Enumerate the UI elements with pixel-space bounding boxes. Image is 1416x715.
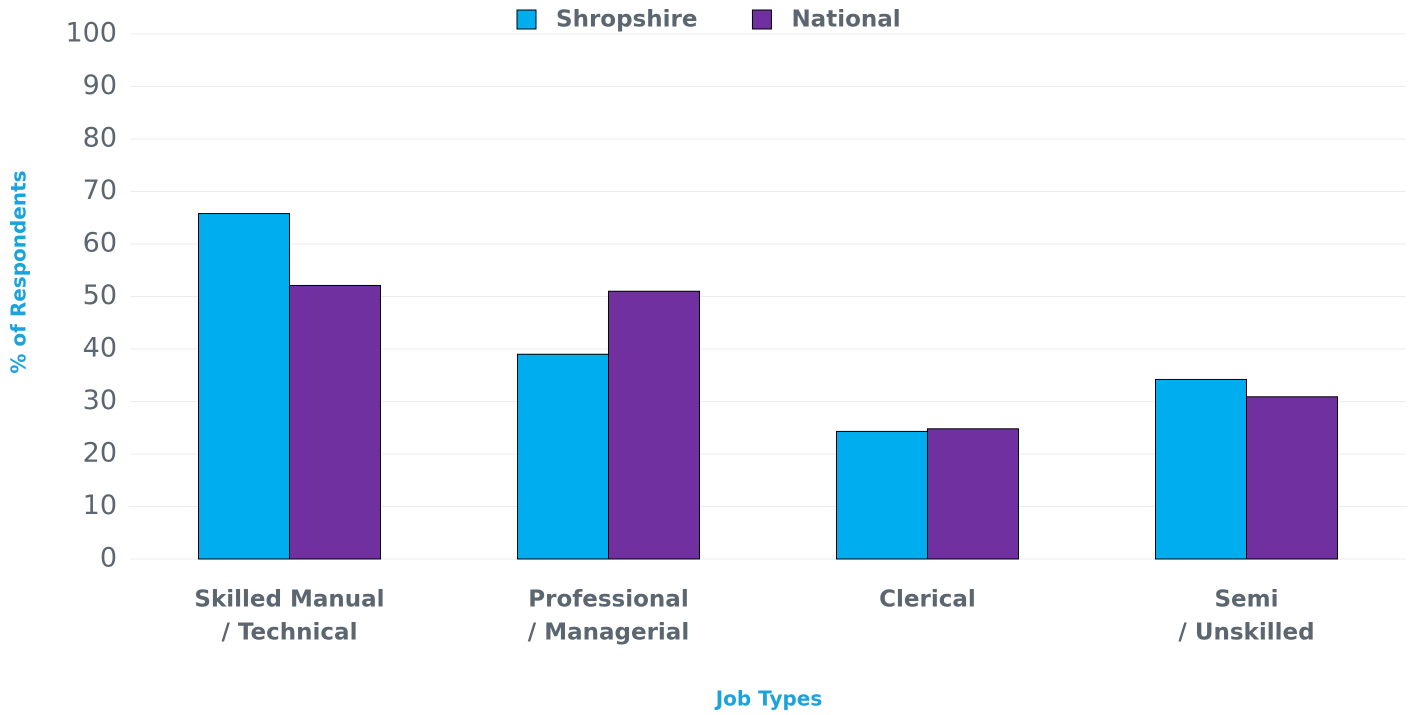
bar: [608, 290, 700, 560]
x-tick-label: Clerical: [879, 587, 976, 613]
legend-label: National: [791, 7, 900, 33]
y-tick-label: 90: [83, 70, 117, 101]
bar: [836, 430, 928, 560]
y-tick-label: 80: [83, 123, 117, 154]
y-tick-label: 30: [83, 385, 117, 416]
y-tick-label: 50: [83, 280, 117, 311]
y-tick-label: 60: [83, 228, 117, 259]
x-axis-label: Job Types: [714, 687, 823, 711]
bar: [289, 284, 381, 560]
bar: [1246, 396, 1338, 560]
y-tick-label: 100: [65, 18, 117, 49]
bar: [517, 353, 609, 560]
x-tick-label: / Managerial: [528, 620, 689, 646]
x-tick-label: / Unskilled: [1178, 620, 1314, 646]
legend-label: Shropshire: [556, 7, 697, 33]
bar: [1155, 378, 1247, 560]
bar: [198, 213, 290, 560]
bar: [927, 428, 1019, 560]
y-axis-label: % of Respondents: [7, 170, 31, 373]
x-tick-label: Professional: [528, 587, 688, 613]
y-tick-label: 70: [83, 175, 117, 206]
y-tick-label: 0: [100, 543, 117, 574]
legend-swatch: [516, 9, 537, 30]
x-tick-label: Skilled Manual: [194, 587, 384, 613]
x-tick-label: / Technical: [222, 620, 358, 646]
y-tick-label: 40: [83, 333, 117, 364]
legend-swatch: [751, 9, 772, 30]
y-tick-label: 10: [83, 490, 117, 521]
x-tick-label: Semi: [1214, 587, 1278, 613]
y-tick-label: 20: [83, 438, 117, 469]
